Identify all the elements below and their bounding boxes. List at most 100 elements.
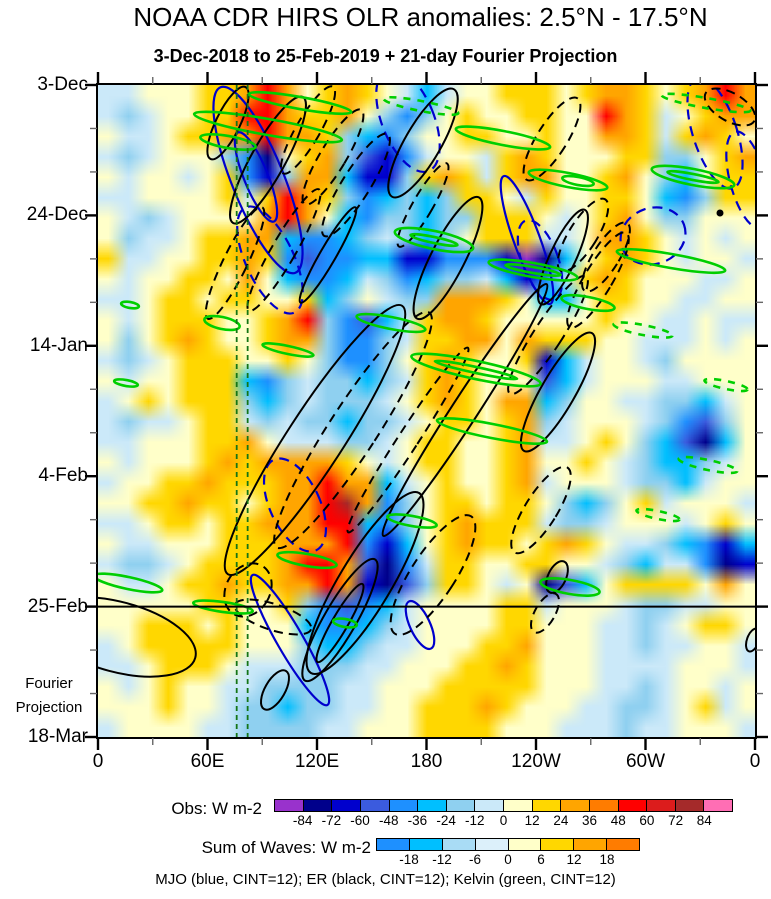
mjo-contour-dashed xyxy=(262,457,328,553)
y-axis-label-24-Dec: 24-Dec xyxy=(26,204,88,226)
x-axis-label-180-180: 180 xyxy=(410,751,443,772)
kelvin-contour xyxy=(112,378,140,388)
kelvin-contour xyxy=(410,352,542,388)
kelvin-contour xyxy=(386,513,438,529)
colorbar-segment xyxy=(541,839,575,850)
er-contour xyxy=(381,283,549,537)
mjo-contour xyxy=(499,174,555,306)
kelvin-contour-dashed xyxy=(382,95,460,117)
er-contour-dashed xyxy=(566,231,630,329)
colorbar-segment xyxy=(607,839,639,850)
colorbar-tick-12: 12 xyxy=(524,813,540,828)
er-contour-dashed xyxy=(389,514,477,636)
kelvin-contour xyxy=(98,572,164,594)
er-contour xyxy=(519,331,597,453)
er-contour-dashed xyxy=(233,598,313,636)
waves-colorbar-label: Sum of Waves: W m-2 xyxy=(201,838,371,857)
er-contour-dashed xyxy=(530,592,560,634)
kelvin-contour xyxy=(650,164,736,190)
colorbar-tick--6: -6 xyxy=(468,852,482,867)
contour-legend-footnote: MJO (blue, CINT=12); ER (black, CINT=12)… xyxy=(155,871,616,888)
colorbar-tick-72: 72 xyxy=(668,813,684,828)
kelvin-contour xyxy=(454,125,552,151)
x-axis-label-0-0: 0 xyxy=(92,751,104,772)
y-axis-label-4-Feb: 4-Feb xyxy=(38,465,88,487)
colorbar-segment xyxy=(618,800,648,811)
colorbar-segment xyxy=(704,800,732,811)
colorbar-segment xyxy=(418,800,447,811)
chart-title: NOAA CDR HIRS OLR anomalies: 2.5°N - 17.… xyxy=(133,2,708,32)
obs-colorbar xyxy=(274,799,733,812)
kelvin-contour xyxy=(666,169,720,185)
colorbar-segment xyxy=(504,800,533,811)
y-axis-label-25-Feb: 25-Feb xyxy=(27,595,88,617)
kelvin-contour xyxy=(615,247,727,275)
er-contour xyxy=(545,560,569,594)
colorbar-segment xyxy=(442,839,476,850)
colorbar-tick--12: -12 xyxy=(432,852,452,867)
colorbar-segment xyxy=(589,800,619,811)
kelvin-contour xyxy=(192,110,344,144)
kelvin-contour xyxy=(355,312,427,334)
mjo-contour xyxy=(212,85,304,275)
colorbar-segment xyxy=(508,839,542,850)
colorbar-tick--36: -36 xyxy=(407,813,428,828)
er-contour xyxy=(305,491,425,675)
kelvin-contour xyxy=(119,300,141,310)
mjo-contour xyxy=(249,573,331,707)
er-contour-dashed xyxy=(246,188,322,312)
fourier-projection-line2: Projection xyxy=(15,699,83,716)
mjo-contour-dashed xyxy=(725,130,755,230)
er-contour-dashed xyxy=(301,108,365,206)
mjo-contour xyxy=(404,599,436,651)
kelvin-contour xyxy=(191,599,255,615)
er-contour xyxy=(745,627,755,653)
kelvin-contour xyxy=(539,577,601,597)
y-axis-label-18-Mar: 18-Mar xyxy=(27,726,88,747)
colorbar-tick-60: 60 xyxy=(639,813,655,828)
fourier-projection-label: Fourier Projection xyxy=(2,672,96,720)
colorbar-segment xyxy=(561,800,590,811)
kelvin-contour xyxy=(433,359,519,381)
kelvin-contour xyxy=(276,550,338,570)
colorbar-segment xyxy=(475,800,504,811)
x-axis-label-120W-240: 120W xyxy=(511,751,561,772)
x-axis-label-60E-60: 60E xyxy=(190,751,225,772)
er-contour-dashed xyxy=(204,206,266,320)
colorbar-segment xyxy=(377,839,410,850)
y-axis-label-14-Jan: 14-Jan xyxy=(29,334,88,356)
er-contour xyxy=(260,669,290,711)
er-contour xyxy=(223,303,407,577)
colorbar-tick-18: 18 xyxy=(599,852,615,867)
wave-contour-overlay xyxy=(98,85,755,737)
colorbar-tick-24: 24 xyxy=(553,813,569,828)
colorbar-segment xyxy=(389,800,419,811)
y-axis-label-3-Dec: 3-Dec xyxy=(37,74,88,95)
colorbar-tick--12: -12 xyxy=(465,813,485,828)
kelvin-contour-dashed xyxy=(612,321,674,339)
chart-subtitle: 3-Dec-2018 to 25-Feb-2019 + 21-day Fouri… xyxy=(153,46,618,66)
colorbar-segment xyxy=(675,800,705,811)
colorbar-tick-0: 0 xyxy=(504,852,512,867)
er-contour-dashed xyxy=(396,162,450,248)
mjo-contour xyxy=(233,131,279,223)
colorbar-segment xyxy=(303,800,333,811)
er-contour-dashed xyxy=(522,96,582,182)
kelvin-contour xyxy=(261,342,315,358)
colorbar-segment xyxy=(360,800,390,811)
colorbar-tick-6: 6 xyxy=(537,852,545,867)
colorbar-tick--24: -24 xyxy=(436,813,456,828)
colorbar-segment xyxy=(446,800,476,811)
kelvin-contour xyxy=(393,226,475,254)
waves-colorbar xyxy=(376,838,640,851)
colorbar-segment xyxy=(574,839,608,850)
kelvin-contour xyxy=(504,263,562,277)
colorbar-tick-12: 12 xyxy=(566,852,582,867)
er-contour xyxy=(716,209,724,217)
er-contour-dashed xyxy=(273,310,433,550)
er-contour-dashed xyxy=(510,465,572,555)
kelvin-contour xyxy=(331,617,359,629)
mjo-contour-dashed xyxy=(236,205,304,315)
er-contour xyxy=(412,195,484,321)
